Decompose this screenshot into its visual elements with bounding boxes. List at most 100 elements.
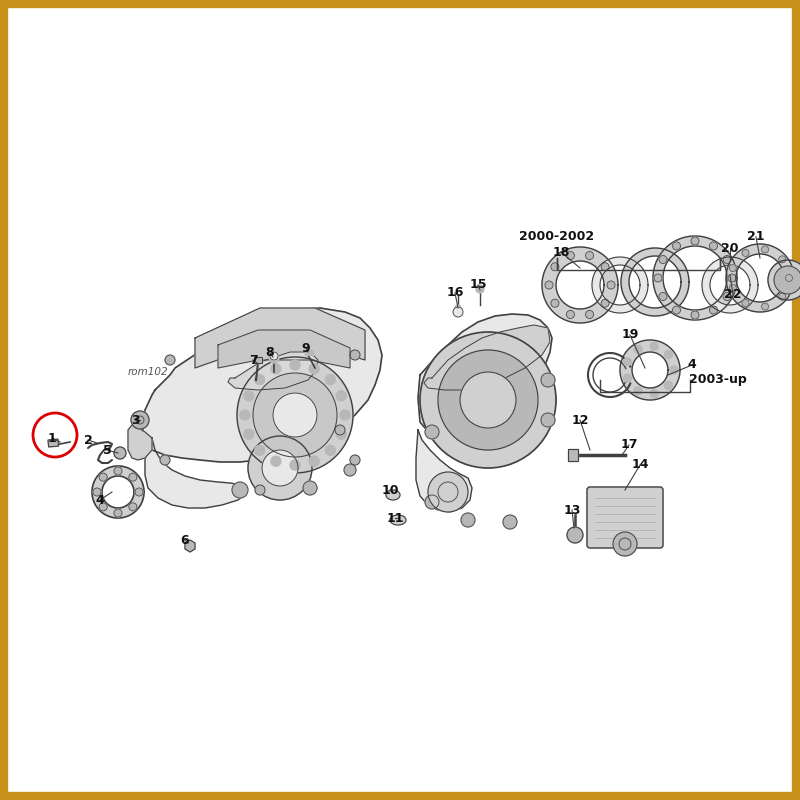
Polygon shape xyxy=(185,540,195,552)
Text: 13: 13 xyxy=(563,503,581,517)
Circle shape xyxy=(461,513,475,527)
Text: 17: 17 xyxy=(620,438,638,451)
Circle shape xyxy=(586,310,594,318)
Circle shape xyxy=(420,332,556,468)
Polygon shape xyxy=(592,257,648,313)
Circle shape xyxy=(691,237,699,245)
Circle shape xyxy=(438,350,538,450)
Circle shape xyxy=(326,446,335,455)
Circle shape xyxy=(762,246,769,253)
Circle shape xyxy=(654,274,662,282)
Text: 19: 19 xyxy=(622,329,638,342)
Text: 21: 21 xyxy=(747,230,765,243)
Bar xyxy=(48,439,58,447)
Bar xyxy=(254,357,262,363)
Circle shape xyxy=(271,364,281,374)
Text: 7: 7 xyxy=(249,354,258,366)
Text: 4: 4 xyxy=(688,358,696,371)
Circle shape xyxy=(237,357,353,473)
Polygon shape xyxy=(653,236,737,320)
Text: 8: 8 xyxy=(266,346,274,359)
Circle shape xyxy=(460,372,516,428)
Circle shape xyxy=(659,255,667,263)
Text: 2003-up: 2003-up xyxy=(689,374,747,386)
Circle shape xyxy=(135,488,143,496)
Circle shape xyxy=(567,527,583,543)
Circle shape xyxy=(129,503,137,511)
Text: 14: 14 xyxy=(631,458,649,471)
Circle shape xyxy=(309,364,319,374)
Polygon shape xyxy=(702,257,758,313)
Text: 20: 20 xyxy=(722,242,738,254)
Circle shape xyxy=(253,373,337,457)
Circle shape xyxy=(303,481,317,495)
Circle shape xyxy=(623,374,631,382)
Text: 5: 5 xyxy=(102,443,111,457)
Bar xyxy=(48,439,58,447)
Ellipse shape xyxy=(386,490,400,500)
Bar xyxy=(254,357,262,363)
Polygon shape xyxy=(416,430,472,512)
Circle shape xyxy=(114,509,122,517)
Circle shape xyxy=(664,382,672,390)
Text: 12: 12 xyxy=(571,414,589,426)
Circle shape xyxy=(730,265,736,271)
Text: 1: 1 xyxy=(48,431,56,445)
Circle shape xyxy=(476,285,484,293)
Circle shape xyxy=(455,305,461,311)
Circle shape xyxy=(350,350,360,360)
Bar xyxy=(568,449,578,461)
Circle shape xyxy=(659,293,667,301)
Circle shape xyxy=(425,425,439,439)
Text: 22: 22 xyxy=(724,289,742,302)
Circle shape xyxy=(336,391,346,401)
Circle shape xyxy=(244,391,254,401)
Circle shape xyxy=(271,456,281,466)
Polygon shape xyxy=(228,352,318,390)
Circle shape xyxy=(254,446,265,455)
Polygon shape xyxy=(142,308,382,462)
Circle shape xyxy=(160,455,170,465)
Circle shape xyxy=(336,429,346,439)
Circle shape xyxy=(309,456,319,466)
FancyBboxPatch shape xyxy=(4,4,796,796)
Polygon shape xyxy=(145,438,245,508)
Circle shape xyxy=(710,306,718,314)
Text: rom102: rom102 xyxy=(128,367,168,377)
Circle shape xyxy=(778,293,786,300)
Circle shape xyxy=(545,281,553,289)
Circle shape xyxy=(723,255,731,263)
Polygon shape xyxy=(542,247,618,323)
Polygon shape xyxy=(128,425,152,460)
Circle shape xyxy=(768,260,800,300)
Circle shape xyxy=(255,485,265,495)
Circle shape xyxy=(723,293,731,301)
Circle shape xyxy=(742,250,749,256)
Circle shape xyxy=(350,455,360,465)
Circle shape xyxy=(730,285,736,291)
Circle shape xyxy=(428,472,468,512)
Text: 9: 9 xyxy=(302,342,310,354)
Circle shape xyxy=(778,256,786,263)
Circle shape xyxy=(290,360,300,370)
Circle shape xyxy=(93,488,101,496)
Circle shape xyxy=(99,473,107,481)
Circle shape xyxy=(650,390,658,398)
Polygon shape xyxy=(620,340,680,400)
Text: 11: 11 xyxy=(386,511,404,525)
Circle shape xyxy=(613,532,637,556)
Circle shape xyxy=(541,413,555,427)
Circle shape xyxy=(273,393,317,437)
Text: 16: 16 xyxy=(446,286,464,299)
Circle shape xyxy=(503,515,517,529)
Circle shape xyxy=(673,306,681,314)
Polygon shape xyxy=(218,330,350,368)
Text: 2000-2002: 2000-2002 xyxy=(519,230,594,242)
Circle shape xyxy=(601,262,609,270)
Polygon shape xyxy=(418,314,552,435)
Circle shape xyxy=(742,300,749,306)
Circle shape xyxy=(566,251,574,259)
Circle shape xyxy=(650,342,658,350)
Circle shape xyxy=(623,358,631,366)
Circle shape xyxy=(254,374,265,385)
